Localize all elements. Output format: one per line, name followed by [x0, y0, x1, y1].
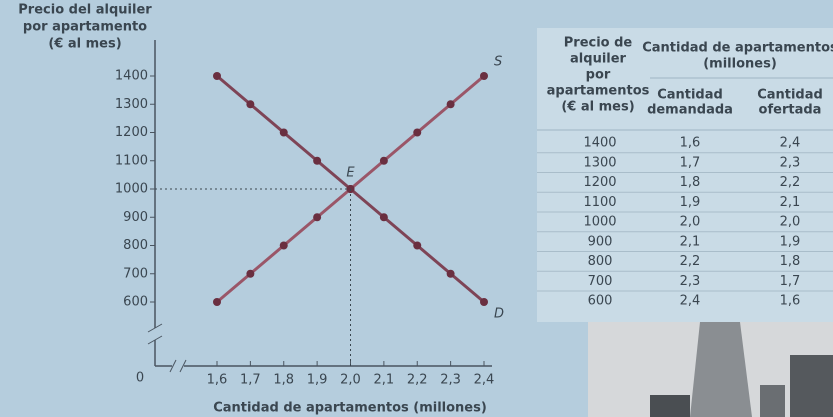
y-tick-label: 600 — [123, 295, 148, 310]
x-tick-label: 2,3 — [440, 373, 461, 388]
table-cell: 1000 — [583, 215, 616, 230]
x-tick-label: 2,4 — [474, 373, 495, 388]
table-cell: 1,6 — [780, 294, 801, 309]
y-tick-label: 1100 — [115, 153, 148, 168]
axis-break — [147, 335, 163, 345]
annotation: E — [346, 166, 355, 181]
table-cell: 2,2 — [780, 175, 801, 190]
table-header: demandada — [647, 103, 733, 118]
table-header: Precio de — [564, 36, 633, 51]
table-header: apartamentos — [547, 84, 650, 99]
x-axis-title: Cantidad de apartamentos (millones) — [213, 401, 487, 416]
table-panel — [537, 28, 833, 322]
table-header: Cantidad — [657, 88, 723, 103]
table-cell: 1,6 — [680, 136, 701, 151]
y-tick-label: 700 — [123, 266, 148, 281]
table-cell: 2,1 — [780, 195, 801, 210]
x-tick-label: 1,6 — [207, 373, 228, 388]
table-header: ofertada — [759, 103, 822, 118]
data-point — [279, 128, 288, 137]
x-tick-label: 1,8 — [273, 373, 294, 388]
table-header: Cantidad de apartamentos — [642, 41, 833, 56]
data-point — [246, 269, 255, 278]
table-cell: 1,8 — [680, 175, 701, 190]
table-cell: 1400 — [583, 136, 616, 151]
y-tick-label: 900 — [123, 210, 148, 225]
y-axis-title: (€ al mes) — [48, 37, 121, 52]
table-header: Cantidad — [757, 88, 823, 103]
table-cell: 1,9 — [780, 234, 801, 249]
table-cell: 2,0 — [780, 215, 801, 230]
table-cell: 2,1 — [680, 234, 701, 249]
x-tick-label: 1,7 — [240, 373, 261, 388]
y-axis-title: Precio del alquiler — [18, 3, 152, 18]
axis-break — [179, 359, 187, 373]
series-label: D — [494, 307, 504, 322]
table-header: (millones) — [703, 57, 777, 72]
origin-label: 0 — [136, 371, 144, 386]
photo — [588, 322, 833, 417]
data-point — [379, 156, 388, 165]
y-tick-label: 1200 — [115, 125, 148, 140]
table-cell: 2,4 — [680, 294, 701, 309]
table-cell: 2,2 — [680, 254, 701, 269]
data-point — [246, 100, 255, 109]
series-label: S — [494, 55, 502, 70]
data-point — [213, 298, 221, 306]
y-tick-label: 800 — [123, 238, 148, 253]
table-cell: 700 — [588, 274, 613, 289]
table-cell: 1200 — [583, 175, 616, 190]
data-point — [413, 128, 422, 137]
table-cell: 1,7 — [780, 274, 801, 289]
data-point — [213, 72, 221, 80]
x-tick-label: 2,1 — [374, 373, 395, 388]
table-cell: 1,7 — [680, 155, 701, 170]
x-tick-label: 1,9 — [307, 373, 328, 388]
y-tick-label: 1400 — [115, 69, 148, 84]
table-cell: 1,8 — [780, 254, 801, 269]
table-header: alquiler — [570, 52, 627, 67]
data-point — [313, 156, 322, 165]
table-cell: 2,4 — [780, 136, 801, 151]
table-cell: 2,0 — [680, 215, 701, 230]
table-header: por — [586, 68, 611, 83]
data-point — [446, 100, 455, 109]
x-tick-label: 2,2 — [407, 373, 428, 388]
table-cell: 1100 — [583, 195, 616, 210]
table-cell: 2,3 — [780, 155, 801, 170]
axis-break — [147, 323, 163, 333]
table-cell: 900 — [588, 234, 613, 249]
table-cell: 1300 — [583, 155, 616, 170]
y-axis-title: por apartamento — [23, 20, 147, 35]
y-tick-label: 1000 — [115, 182, 148, 197]
x-tick-label: 2,0 — [340, 373, 361, 388]
table-cell: 800 — [588, 254, 613, 269]
y-tick-label: 1300 — [115, 97, 148, 112]
data-point — [313, 213, 322, 222]
table-cell: 1,9 — [680, 195, 701, 210]
table-cell: 600 — [588, 294, 613, 309]
axis-break — [169, 359, 177, 373]
data-point — [279, 241, 288, 250]
data-point — [413, 241, 422, 250]
table-header: (€ al mes) — [561, 100, 634, 115]
data-point — [446, 269, 455, 278]
table-cell: 2,3 — [680, 274, 701, 289]
data-point — [480, 72, 488, 80]
data-point — [480, 298, 488, 306]
data-point — [379, 213, 388, 222]
